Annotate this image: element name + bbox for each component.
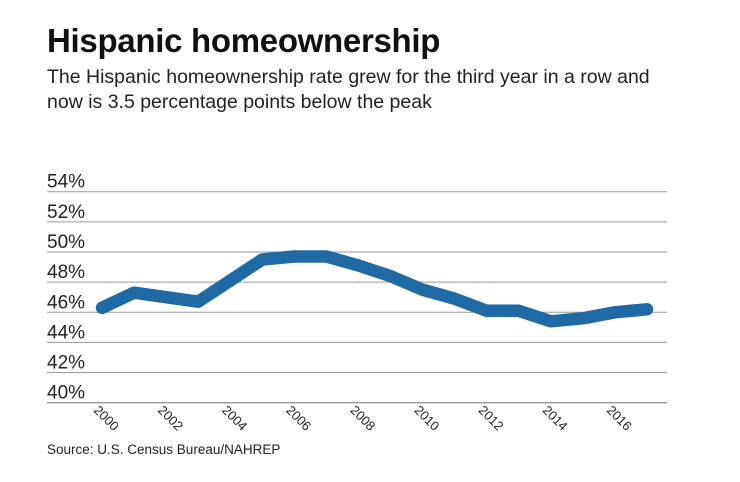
y-tick-label: 44% (47, 322, 85, 343)
x-tick-label: 2014 (540, 403, 571, 434)
x-tick-label: 2000 (91, 403, 122, 434)
homeownership-rate-line (95, 250, 654, 328)
x-tick-label: 2004 (219, 403, 250, 434)
y-tick-label: 42% (47, 353, 85, 374)
y-tick-label: 50% (47, 232, 85, 253)
x-tick-label: 2006 (283, 403, 314, 434)
gridlines (47, 191, 667, 404)
y-tick-label: 48% (47, 262, 85, 283)
x-tick-label: 2010 (411, 403, 442, 434)
x-axis-labels: 2000 2002 2004 2006 2008 2010 2012 2014 2016 (91, 403, 635, 434)
y-tick-label: 52% (47, 202, 85, 223)
chart-title: Hispanic homeownership (47, 22, 441, 59)
y-tick-label: 46% (47, 292, 85, 313)
chart-subtitle: The Hispanic homeownership rate grew for… (47, 66, 650, 113)
y-tick-label: 54% (47, 172, 85, 193)
x-tick-label: 2008 (347, 403, 378, 434)
y-axis-labels: 54% 52% 50% 48% 46% 44% 42% 40% (47, 172, 85, 404)
source-note: Source: U.S. Census Bureau/NAHREP (47, 442, 281, 457)
y-tick-label: 40% (47, 383, 85, 404)
x-tick-label: 2012 (476, 403, 507, 434)
x-tick-label: 2002 (155, 403, 186, 434)
x-tick-label: 2016 (604, 403, 635, 434)
